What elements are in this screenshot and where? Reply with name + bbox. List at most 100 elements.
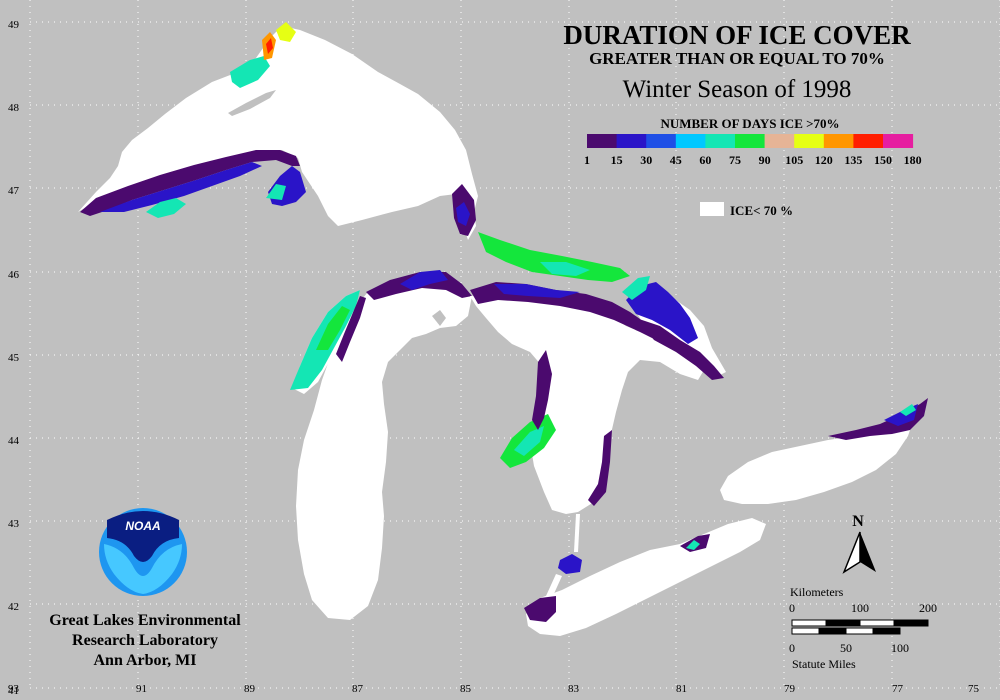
lake-superior-water: [78, 26, 478, 240]
latitude-label: 48: [8, 102, 20, 114]
latitude-label: 44: [8, 435, 20, 447]
north-channel: [478, 232, 630, 282]
legend-swatch: [616, 134, 647, 148]
latitude-label: 45: [8, 352, 20, 364]
huron-west-shore-ice: [532, 350, 552, 430]
latitude-labels: 49 48 47 46 45 44 43 42 41: [8, 19, 20, 697]
lake-superior: [78, 22, 478, 240]
longitude-label: 93: [8, 683, 20, 695]
green-bay-ice-purple: [336, 296, 366, 362]
superior-shore-ice-west: [80, 150, 300, 216]
credit-line-3: Ann Arbor, MI: [94, 652, 197, 669]
latitude-label: 41: [8, 685, 19, 695]
longitude-label: 91: [136, 683, 147, 695]
legend-tick: 150: [874, 153, 892, 167]
north-channel-ice-teal: [540, 262, 590, 276]
longitude-label: 85: [460, 683, 472, 695]
legend-tick: 105: [785, 153, 803, 167]
legend-swatch: [675, 134, 706, 148]
detroit-river: [546, 574, 562, 598]
legend-tick: 90: [759, 153, 771, 167]
superior-keweenaw-ice: [268, 166, 306, 206]
superior-nipigon-ice-red: [266, 38, 273, 54]
lake-erie-water: [526, 518, 766, 636]
legend-swatch: [646, 134, 677, 148]
noaa-logo: NOAA: [99, 508, 187, 596]
credit-line-2: Research Laboratory: [72, 632, 218, 649]
saginaw-bay-ice-teal: [514, 426, 544, 456]
lake-st-clair-ice: [558, 554, 582, 574]
longitude-label: 79: [784, 683, 796, 695]
superior-shore-ice-green: [146, 198, 186, 218]
longitude-label: 87: [352, 683, 364, 695]
scale-mi-seg-1: [791, 627, 820, 635]
north-arrow-left-half: [842, 531, 861, 574]
scale-mi-seg-3: [845, 627, 874, 635]
legend-tick-labels: 1 15 30 45 60 75 90 105 120 135 150 180: [584, 153, 922, 167]
longitude-label: 77: [892, 683, 904, 695]
scale-km-tick-0: 0: [789, 601, 795, 615]
lake-erie: [524, 518, 766, 636]
legend-tick: 75: [729, 153, 741, 167]
scale-km-seg-1: [791, 619, 827, 627]
lake-michigan: [290, 270, 472, 620]
georgian-bay-ice-purple: [636, 318, 724, 380]
latitude-label: 49: [8, 19, 20, 31]
scale-km-seg-4: [893, 619, 929, 627]
legend-swatch: [735, 134, 766, 148]
legend-heading: NUMBER OF DAYS ICE >70%: [660, 116, 839, 131]
scale-km-seg-3: [859, 619, 895, 627]
scale-km-seg-2: [825, 619, 861, 627]
legend-tick: 135: [844, 153, 862, 167]
ontario-north-ice: [828, 398, 928, 440]
longitude-label: 81: [676, 683, 687, 695]
legend-swatch: [764, 134, 795, 148]
legend-tick: 15: [611, 153, 623, 167]
latitude-label: 47: [8, 185, 20, 197]
erie-west-ice: [524, 596, 556, 622]
scale-km-tick-1: 100: [851, 601, 869, 615]
legend-swatch: [587, 134, 618, 148]
legend-tick: 30: [640, 153, 652, 167]
huron-south-shore-ice: [588, 430, 612, 506]
lake-st-clair: [546, 514, 582, 598]
north-arrow-icon: [860, 532, 876, 572]
latitude-label: 42: [8, 601, 19, 613]
longitude-label: 75: [968, 683, 980, 695]
huron-north-ice: [470, 282, 680, 346]
legend-white-label: ICE< 70 %: [730, 203, 793, 218]
scale-mi-tick-2: 100: [891, 641, 909, 655]
scale-mi-seg-2: [818, 627, 847, 635]
north-label: N: [852, 513, 864, 530]
scale-km-tick-2: 200: [919, 601, 937, 615]
lake-huron-water: [470, 294, 704, 514]
erie-east-ice-green: [686, 540, 700, 550]
map-season: Winter Season of 1998: [623, 76, 852, 103]
legend-white-swatch: [700, 202, 724, 216]
green-bay-ice-green: [316, 306, 350, 350]
superior-nipigon-ice-yellow: [276, 22, 296, 42]
noaa-logo-wave: [104, 544, 182, 594]
georgian-bay-ice-green: [622, 276, 650, 300]
scale-mi-tick-0: 0: [789, 641, 795, 655]
legend-swatch: [883, 134, 914, 148]
legend-tick: 60: [699, 153, 711, 167]
longitude-labels: 93 91 89 87 85 83 81 79 77 75: [8, 683, 980, 695]
legend-tick: 45: [670, 153, 682, 167]
noaa-logo-bird: [107, 511, 179, 562]
map-subtitle: GREATER THAN OR EQUAL TO 70%: [589, 49, 885, 68]
scale-mi-seg-4: [872, 627, 901, 635]
isle-royale: [228, 90, 276, 116]
superior-whitefish-ice-blue: [456, 202, 470, 226]
longitude-label: 89: [244, 683, 256, 695]
legend-tick: 120: [815, 153, 833, 167]
ontario-north-ice-teal: [900, 404, 916, 416]
legend-swatch: [853, 134, 884, 148]
scale-km-title: Kilometers: [790, 585, 844, 599]
lake-michigan-water: [296, 278, 472, 620]
longitude-label: 83: [568, 683, 580, 695]
lake-huron: [470, 276, 726, 514]
superior-nipigon-ice: [230, 56, 270, 88]
